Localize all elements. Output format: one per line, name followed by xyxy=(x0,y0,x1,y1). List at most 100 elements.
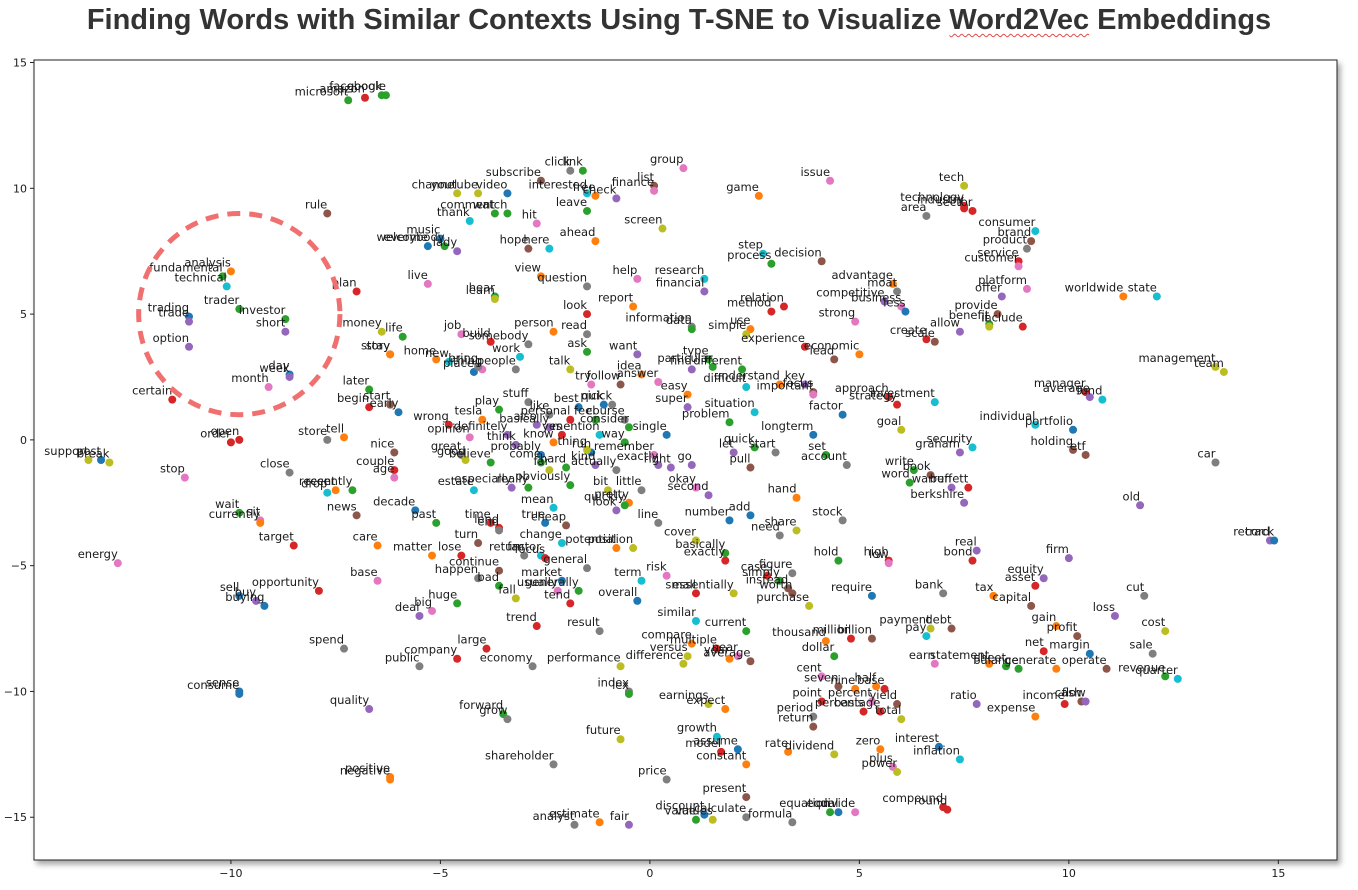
word-point xyxy=(775,531,784,540)
y-tick-label: −5 xyxy=(11,560,27,573)
word-label: point xyxy=(792,686,822,700)
word-label: word xyxy=(881,467,909,481)
word-point xyxy=(788,818,797,827)
word-point xyxy=(955,755,964,764)
word-point xyxy=(583,330,592,339)
word-label: live xyxy=(408,268,428,282)
word-point xyxy=(767,259,776,268)
word-label: expect xyxy=(686,693,725,707)
word-point xyxy=(583,206,592,215)
word-point xyxy=(557,430,566,439)
word-label: share xyxy=(765,514,797,528)
word-point xyxy=(817,697,826,706)
word-label: youtube xyxy=(431,177,478,191)
word-label: stop xyxy=(160,462,185,476)
word-label: customer xyxy=(964,250,1018,264)
word-point xyxy=(1052,622,1061,631)
word-label: fall xyxy=(498,582,516,596)
word-point xyxy=(1031,227,1040,236)
word-point xyxy=(495,405,504,414)
word-point xyxy=(721,556,730,565)
word-label: basically xyxy=(675,537,725,551)
word-point xyxy=(893,287,902,296)
word-point xyxy=(566,166,575,175)
word-point xyxy=(545,423,554,432)
word-point xyxy=(759,249,768,258)
word-point xyxy=(821,450,830,459)
word-label: book xyxy=(903,459,931,473)
word-label: simply xyxy=(742,565,780,579)
word-label: performance xyxy=(547,650,621,664)
word-label: month xyxy=(231,371,268,385)
word-point xyxy=(1031,581,1040,590)
word-label: require xyxy=(831,580,872,594)
word-label: cent xyxy=(796,660,822,674)
word-label: come xyxy=(509,447,541,461)
word-point xyxy=(532,420,541,429)
word-label: place xyxy=(443,356,474,370)
word-label: bring xyxy=(448,351,478,365)
word-point xyxy=(524,340,533,349)
word-label: energy xyxy=(78,547,118,561)
word-label: simple xyxy=(708,318,746,332)
word-point xyxy=(637,486,646,495)
word-point xyxy=(235,508,244,517)
word-label: income xyxy=(1023,688,1065,702)
word-label: life xyxy=(385,321,403,335)
word-point xyxy=(989,591,998,600)
word-label: money xyxy=(342,316,382,330)
word-point xyxy=(884,559,893,568)
word-label: hard xyxy=(540,452,566,466)
word-label: return xyxy=(489,540,524,554)
word-label: nine xyxy=(830,673,855,687)
word-point xyxy=(997,292,1006,301)
word-label: firm xyxy=(1046,542,1069,556)
word-label: price xyxy=(638,763,667,777)
word-label: way xyxy=(601,426,624,440)
chart-title-part-1: Finding Words with Similar Contexts Usin… xyxy=(86,4,950,36)
word-point xyxy=(469,486,478,495)
word-point xyxy=(612,194,621,203)
word-point xyxy=(185,342,194,351)
word-point xyxy=(872,682,881,691)
word-label: data xyxy=(666,313,692,327)
word-label: build xyxy=(462,326,490,340)
word-label: actually xyxy=(571,454,617,468)
word-label: welcome xyxy=(377,230,428,244)
word-label: equal xyxy=(807,796,839,810)
word-label: asset xyxy=(1005,570,1036,584)
word-point xyxy=(549,327,558,336)
word-point xyxy=(830,750,839,759)
word-label: situation xyxy=(705,396,755,410)
word-label: equity xyxy=(1008,562,1044,576)
word-label: estimate xyxy=(549,806,600,820)
word-label: revenue xyxy=(1118,660,1165,674)
word-label: sell xyxy=(220,580,239,594)
word-label: billion xyxy=(838,623,872,637)
word-label: year xyxy=(704,643,730,657)
word-label: obviously xyxy=(516,469,571,483)
word-point xyxy=(620,415,629,424)
word-point xyxy=(867,697,876,706)
word-point xyxy=(691,483,700,492)
word-label: trade xyxy=(158,306,189,320)
word-label: advantage xyxy=(831,268,892,282)
word-label: look xyxy=(592,494,616,508)
word-label: care xyxy=(353,530,378,544)
word-point xyxy=(1161,672,1170,681)
word-point xyxy=(566,365,575,374)
word-label: quickly xyxy=(584,489,625,503)
word-point xyxy=(423,242,432,251)
word-point xyxy=(1069,445,1078,454)
word-point xyxy=(1014,262,1023,271)
word-label: strong xyxy=(819,306,856,320)
word-label: post xyxy=(76,444,101,458)
word-point xyxy=(955,448,964,457)
word-label: stay xyxy=(366,338,391,352)
word-label: mean xyxy=(521,492,554,506)
word-point xyxy=(691,589,700,598)
word-label: short xyxy=(256,316,286,330)
word-point xyxy=(876,745,885,754)
word-point xyxy=(624,820,633,829)
word-label: divide xyxy=(820,796,855,810)
